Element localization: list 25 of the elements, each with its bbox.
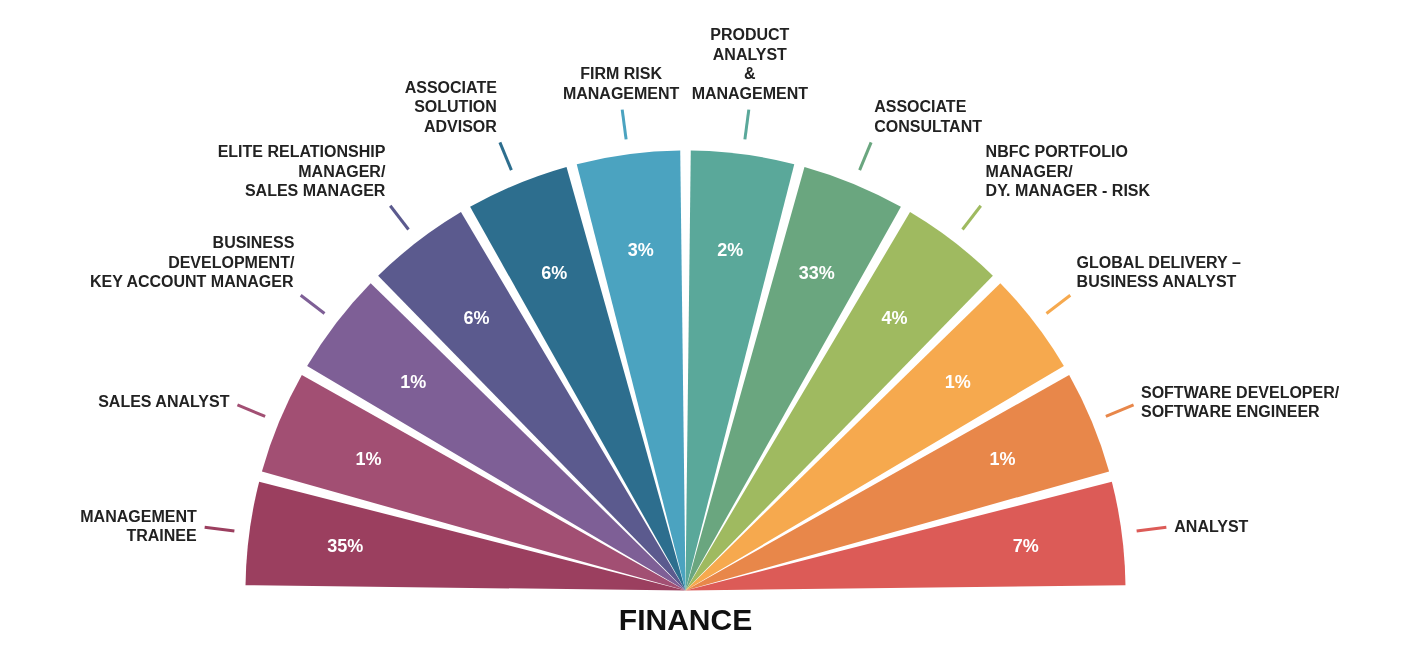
category-label: MANAGEMENT TRAINEE [80,507,198,545]
data-label: 35% [327,535,364,556]
category-label: ELITE RELATIONSHIP MANAGER/ SALES MANAGER [217,143,386,200]
category-label: ASSOCIATE CONSULTANT [874,98,983,136]
category-label: ANALYST [1174,517,1249,535]
data-label: 33% [798,263,835,284]
category-label: SOFTWARE DEVELOPER/ SOFTWARE ENGINEER [1140,383,1340,421]
category-label: NBFC PORTFOLIO MANAGER/ DY. MANAGER - RISK [985,143,1151,200]
data-label: 3% [627,240,654,261]
category-label: ASSOCIATE SOLUTION ADVISOR [404,78,498,136]
data-label: 7% [1012,535,1039,556]
category-label: SALES ANALYST [98,393,230,411]
category-label: PRODUCT ANALYST & MANAGEMENT [691,26,809,102]
category-label: BUSINESS DEVELOPMENT/ KEY ACCOUNT MANAGER [89,234,295,291]
data-label: 1% [400,371,427,392]
category-label: GLOBAL DELIVERY – BUSINESS ANALYST [1076,253,1241,291]
data-label: 4% [881,308,908,329]
text: FINANCE [618,602,753,636]
data-label: 1% [355,449,382,470]
data-label: 1% [989,449,1016,470]
data-label: 1% [944,371,971,392]
data-label: 2% [717,240,744,261]
data-label: 6% [541,263,568,284]
category-label: FIRM RISK MANAGEMENT [562,65,680,102]
data-label: 6% [463,308,490,329]
